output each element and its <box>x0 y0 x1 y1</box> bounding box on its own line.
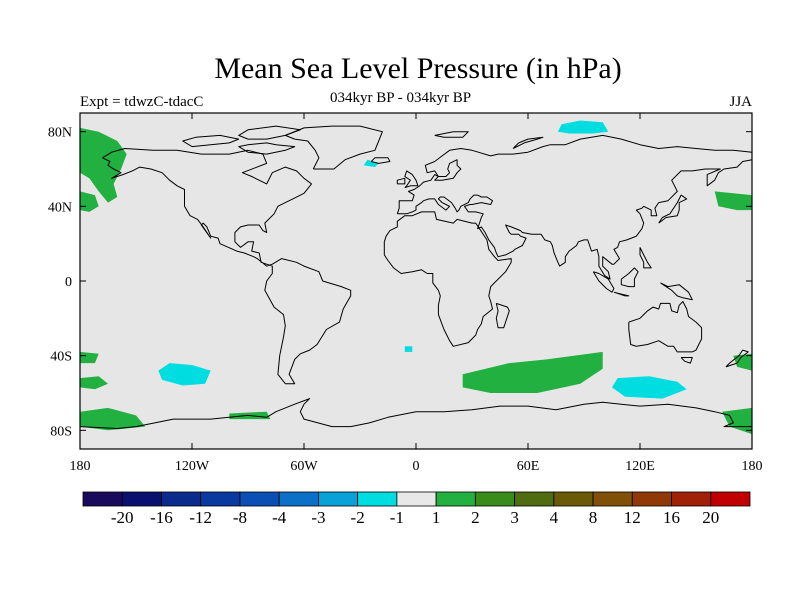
anomaly-region-5 <box>158 363 211 386</box>
colorbar-label-1: -16 <box>150 508 173 527</box>
anomaly-region-6 <box>404 346 413 352</box>
anomaly-region-10 <box>80 376 108 390</box>
colorbar-box-0 <box>82 491 123 507</box>
coastline-17 <box>680 357 693 364</box>
lat-label-4: 80S <box>50 424 72 439</box>
lon-label-2: 60W <box>290 459 318 474</box>
anomaly-region-8 <box>462 351 603 393</box>
colorbar-label-5: -3 <box>311 508 325 527</box>
colorbar-box-6 <box>318 491 359 507</box>
colorbar-label-13: 12 <box>624 508 641 527</box>
lon-label-0: 180 <box>70 459 91 474</box>
anomaly-region-7 <box>612 376 687 399</box>
lat-label-3: 40S <box>50 350 72 365</box>
coastline-2 <box>370 157 391 164</box>
colorbar-box-13 <box>592 491 633 507</box>
colorbar-box-10 <box>474 491 515 507</box>
lat-label-2: 0 <box>65 275 72 290</box>
colorbar-label-3: -8 <box>233 508 247 527</box>
coastline-3 <box>396 134 753 214</box>
colorbar-label-4: -4 <box>272 508 287 527</box>
colorbar-label-14: 16 <box>663 508 680 527</box>
chart-subtitle: 034kyr BP - 034kyr BP <box>330 90 472 106</box>
coastline-10 <box>620 267 639 288</box>
anomaly-region-13 <box>733 353 752 371</box>
chart-title: Mean Sea Level Pressure (in hPa) <box>214 52 622 85</box>
coastline-16 <box>725 349 749 368</box>
coastline-22 <box>512 136 544 149</box>
anomaly-regions <box>80 120 752 435</box>
coastline-0 <box>102 148 352 385</box>
colorbar-box-4 <box>239 491 280 507</box>
map-plot-area <box>79 112 753 450</box>
coastline-5 <box>383 211 512 347</box>
coastline-7 <box>628 301 703 353</box>
lon-label-4: 60E <box>517 459 540 474</box>
coastline-1 <box>284 125 383 170</box>
colorbar-box-1 <box>121 491 162 507</box>
colorbar-box-14 <box>631 491 672 507</box>
axes: 80N 40N 0 40S 80S 180 120W 60W 0 60E 120E 180 <box>48 113 763 474</box>
coastline-15 <box>396 177 406 185</box>
coastline-11 <box>660 282 693 301</box>
coastline-21 <box>238 125 301 140</box>
lon-label-3: 0 <box>413 459 420 474</box>
colorbar-label-0: -20 <box>111 508 134 527</box>
anomaly-region-14 <box>722 407 752 435</box>
coastline-6 <box>495 302 510 329</box>
lon-label-6: 180 <box>742 459 763 474</box>
anomaly-region-4 <box>363 159 379 168</box>
lat-label-0: 80N <box>48 126 72 141</box>
coastline-19 <box>238 142 296 155</box>
colorbar-label-8: 1 <box>432 508 441 527</box>
colorbar-box-15 <box>671 491 712 507</box>
colorbar-label-9: 2 <box>471 508 480 527</box>
coastline-20 <box>182 134 240 148</box>
coastline-12 <box>639 247 652 269</box>
colorbar-box-16 <box>710 491 751 507</box>
colorbar-label-10: 3 <box>510 508 519 527</box>
colorbar-box-12 <box>553 491 594 507</box>
anomaly-region-0 <box>80 127 127 203</box>
colorbar-label-11: 4 <box>550 508 559 527</box>
colorbar-label-6: -2 <box>351 508 365 527</box>
colorbar-box-11 <box>514 491 555 507</box>
anomaly-region-9 <box>80 351 99 364</box>
colorbar-box-7 <box>357 491 398 507</box>
coastline-4 <box>397 159 753 280</box>
season-label: JJA <box>729 94 752 110</box>
colorbar-label-12: 8 <box>589 508 598 527</box>
coastline-14 <box>404 170 419 189</box>
coastline-23 <box>434 131 469 138</box>
colorbar-label-7: -1 <box>390 508 404 527</box>
colorbar-label-2: -12 <box>189 508 212 527</box>
colorbar-label-15: 20 <box>702 508 719 527</box>
lon-label-1: 120W <box>175 459 210 474</box>
anomaly-region-11 <box>80 407 146 431</box>
coastline-13 <box>658 194 688 224</box>
colorbar: -20 -16 -12 -8 -4 -3 -2 -1 1 2 3 4 8 12 16 20 <box>82 491 751 527</box>
coastlines <box>79 125 753 429</box>
lat-label-1: 40N <box>48 200 72 215</box>
experiment-label: Expt = tdwzC-tdacC <box>80 94 204 110</box>
coastline-9 <box>613 291 630 297</box>
coastline-8 <box>592 271 615 293</box>
colorbar-box-9 <box>435 491 476 507</box>
colorbar-box-3 <box>200 491 241 507</box>
anomaly-region-2 <box>714 191 752 211</box>
colorbar-box-2 <box>161 491 202 507</box>
colorbar-box-5 <box>278 491 319 507</box>
colorbar-box-8 <box>396 491 437 507</box>
anomaly-region-3 <box>557 120 609 134</box>
map-background <box>80 113 752 449</box>
lon-label-5: 120E <box>625 459 655 474</box>
coastline-18 <box>79 398 752 429</box>
